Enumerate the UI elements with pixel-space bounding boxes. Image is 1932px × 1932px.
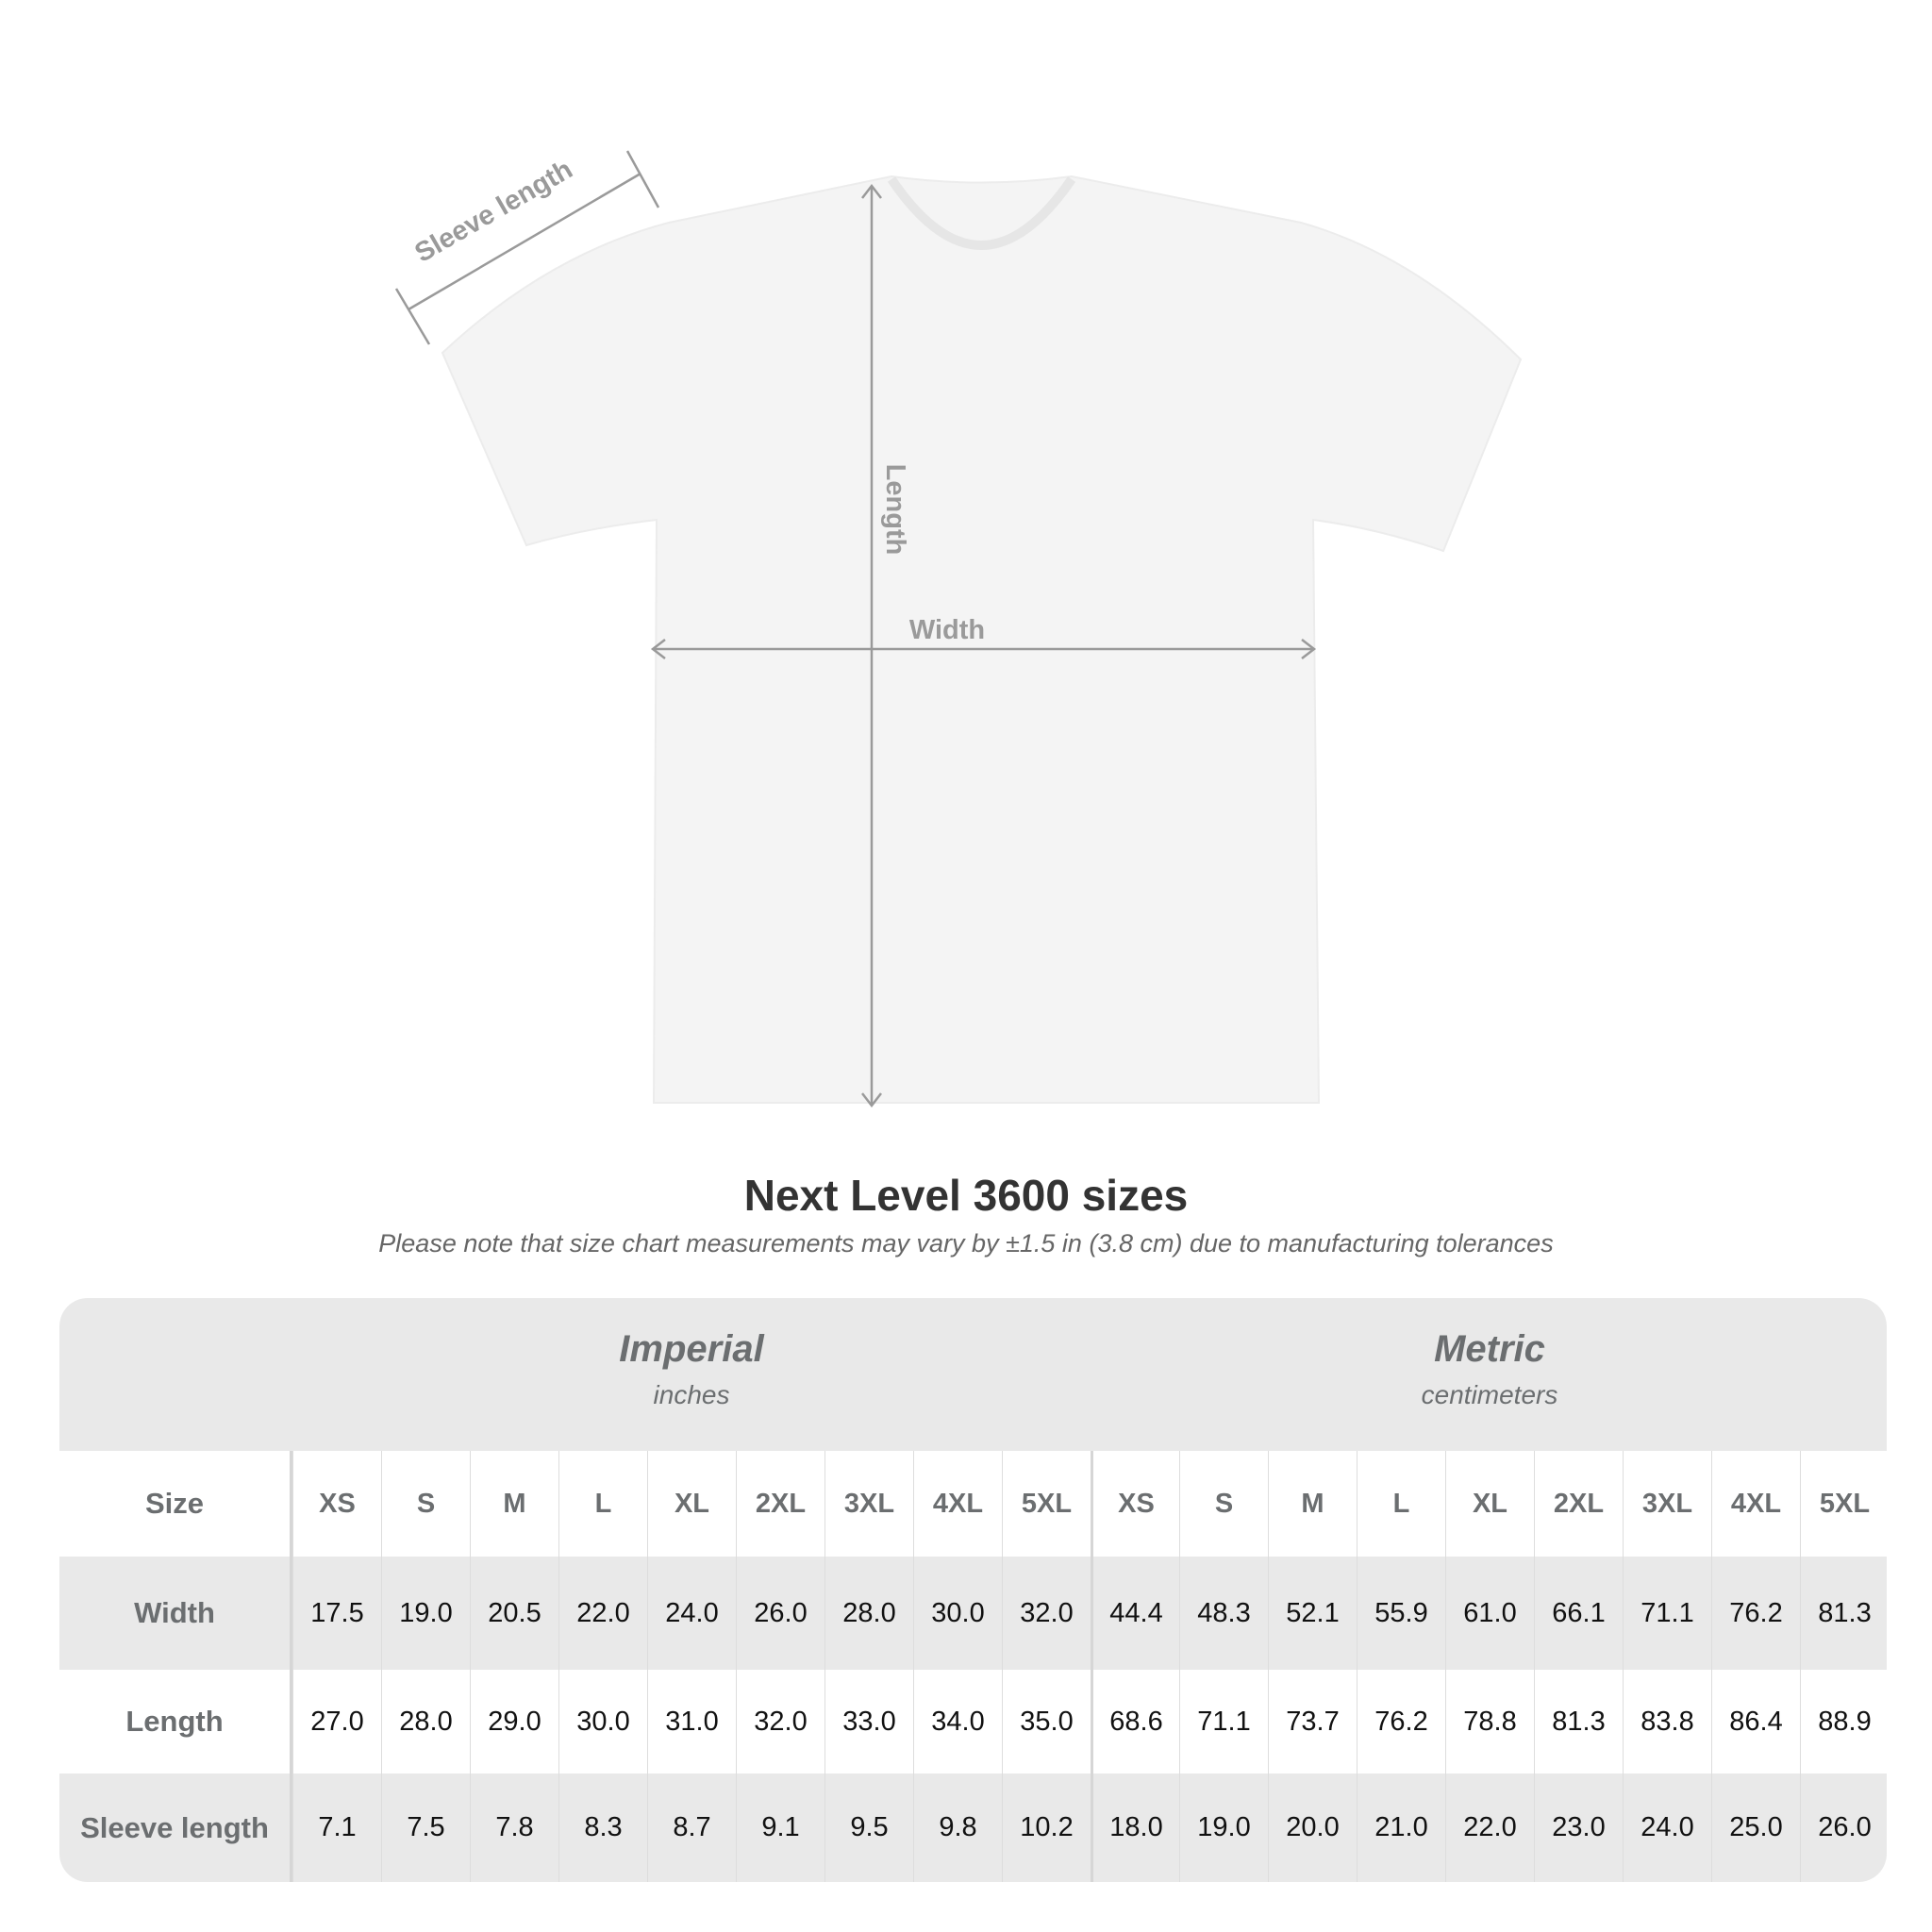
value-cell: 20.0 <box>1268 1774 1357 1882</box>
value-cell: 8.3 <box>558 1774 647 1882</box>
value-cell: 24.0 <box>647 1557 736 1670</box>
value-cell: 22.0 <box>558 1557 647 1670</box>
value-cell: 88.9 <box>1800 1670 1887 1774</box>
value-cell: 7.8 <box>470 1774 558 1882</box>
value-cell: 29.0 <box>470 1670 558 1774</box>
value-cell: 7.5 <box>381 1774 470 1882</box>
size-header-cell: XS <box>292 1451 381 1557</box>
size-header-cell: 3XL <box>1623 1451 1711 1557</box>
page-title: Next Level 3600 sizes <box>743 1171 1189 1220</box>
value-cell: 20.5 <box>470 1557 558 1670</box>
table-row: Sleeve length 7.1 7.5 7.8 8.3 8.7 9.1 9.5 9.8 10.… <box>59 1774 1887 1882</box>
size-header-cell: XL <box>1445 1451 1534 1557</box>
value-cell: 55.9 <box>1357 1557 1445 1670</box>
value-cell: 71.1 <box>1179 1670 1268 1774</box>
value-cell: 9.1 <box>736 1774 824 1882</box>
value-cell: 81.3 <box>1534 1670 1623 1774</box>
row-label: Width <box>59 1557 292 1670</box>
value-cell: 19.0 <box>1179 1774 1268 1882</box>
value-cell: 9.8 <box>913 1774 1002 1882</box>
value-cell: 24.0 <box>1623 1774 1711 1882</box>
value-cell: 34.0 <box>913 1670 1002 1774</box>
value-cell: 52.1 <box>1268 1557 1357 1670</box>
size-header-cell: 3XL <box>824 1451 913 1557</box>
table-row: Length 27.0 28.0 29.0 30.0 31.0 32.0 33.0 34.0 35… <box>59 1670 1887 1774</box>
value-cell: 83.8 <box>1623 1670 1711 1774</box>
value-cell: 32.0 <box>736 1670 824 1774</box>
value-cell: 23.0 <box>1534 1774 1623 1882</box>
value-cell: 66.1 <box>1534 1557 1623 1670</box>
sleeve-length-label: Sleeve length <box>410 155 578 269</box>
imperial-header: Imperial inches <box>292 1298 1091 1451</box>
size-table: Imperial inches Metric centimeters Size X… <box>59 1298 1887 1882</box>
value-cell: 28.0 <box>381 1670 470 1774</box>
width-label: Width <box>909 615 985 645</box>
value-cell: 19.0 <box>381 1557 470 1670</box>
size-header-cell: XL <box>647 1451 736 1557</box>
value-cell: 44.4 <box>1091 1557 1179 1670</box>
sleeve-arrow <box>408 172 641 311</box>
size-header-cell: XS <box>1091 1451 1179 1557</box>
value-cell: 86.4 <box>1711 1670 1800 1774</box>
size-header-cell: L <box>1357 1451 1445 1557</box>
metric-title: Metric <box>1434 1328 1545 1370</box>
value-cell: 25.0 <box>1711 1774 1800 1882</box>
value-cell: 27.0 <box>292 1670 381 1774</box>
size-header-cell: L <box>558 1451 647 1557</box>
value-cell: 7.1 <box>292 1774 381 1882</box>
value-cell: 18.0 <box>1091 1774 1179 1882</box>
value-cell: 8.7 <box>647 1774 736 1882</box>
value-cell: 35.0 <box>1002 1670 1091 1774</box>
value-cell: 26.0 <box>1800 1774 1887 1882</box>
size-header-cell: M <box>470 1451 558 1557</box>
size-header-cell: 4XL <box>1711 1451 1800 1557</box>
value-cell: 10.2 <box>1002 1774 1091 1882</box>
row-label: Size <box>59 1451 292 1557</box>
metric-header: Metric centimeters <box>1091 1298 1887 1451</box>
value-cell: 48.3 <box>1179 1557 1268 1670</box>
value-cell: 78.8 <box>1445 1670 1534 1774</box>
value-cell: 68.6 <box>1091 1670 1179 1774</box>
row-label: Sleeve length <box>59 1774 292 1882</box>
row-label: Length <box>59 1670 292 1774</box>
size-header-row: Size XS S M L XL 2XL 3XL 4XL 5XL XS S M L XL 2XL 3XL 4XL 5… <box>59 1451 1887 1557</box>
tshirt-diagram: Sleeve length Length Width <box>394 150 1523 1108</box>
size-header-cell: M <box>1268 1451 1357 1557</box>
value-cell: 26.0 <box>736 1557 824 1670</box>
value-cell: 71.1 <box>1623 1557 1711 1670</box>
value-cell: 76.2 <box>1711 1557 1800 1670</box>
metric-unit: centimeters <box>1421 1380 1558 1409</box>
value-cell: 28.0 <box>824 1557 913 1670</box>
imperial-unit: inches <box>653 1380 730 1409</box>
size-header-cell: 5XL <box>1002 1451 1091 1557</box>
tolerance-note: Please note that size chart measurements… <box>378 1229 1554 1257</box>
value-cell: 32.0 <box>1002 1557 1091 1670</box>
value-cell: 76.2 <box>1357 1670 1445 1774</box>
value-cell: 30.0 <box>558 1670 647 1774</box>
tshirt-shape <box>441 175 1523 1104</box>
size-header-cell: 4XL <box>913 1451 1002 1557</box>
imperial-title: Imperial <box>619 1328 764 1370</box>
size-header-cell: S <box>381 1451 470 1557</box>
value-cell: 30.0 <box>913 1557 1002 1670</box>
size-header-cell: 5XL <box>1800 1451 1887 1557</box>
value-cell: 33.0 <box>824 1670 913 1774</box>
value-cell: 81.3 <box>1800 1557 1887 1670</box>
value-cell: 61.0 <box>1445 1557 1534 1670</box>
collar <box>887 176 1076 250</box>
value-cell: 9.5 <box>824 1774 913 1882</box>
size-header-cell: S <box>1179 1451 1268 1557</box>
length-label: Length <box>880 464 910 556</box>
size-header-cell: 2XL <box>1534 1451 1623 1557</box>
value-cell: 31.0 <box>647 1670 736 1774</box>
value-cell: 17.5 <box>292 1557 381 1670</box>
size-header-cell: 2XL <box>736 1451 824 1557</box>
table-row: Width 17.5 19.0 20.5 22.0 24.0 26.0 28.0 30.0 32.… <box>59 1557 1887 1670</box>
value-cell: 21.0 <box>1357 1774 1445 1882</box>
value-cell: 73.7 <box>1268 1670 1357 1774</box>
value-cell: 22.0 <box>1445 1774 1534 1882</box>
